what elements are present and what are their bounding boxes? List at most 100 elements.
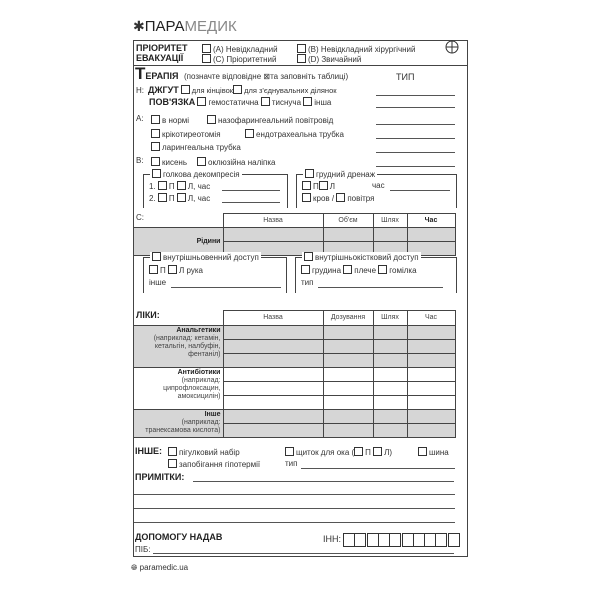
checkbox[interactable]: [343, 265, 353, 274]
checkbox[interactable]: [378, 265, 388, 274]
table-cell[interactable]: [406, 422, 456, 438]
priority-option-b[interactable]: (B) Невідкладний хірургічний: [297, 44, 415, 55]
checkbox[interactable]: [233, 85, 243, 94]
checkbox[interactable]: [151, 142, 160, 151]
table-cell[interactable]: [222, 324, 324, 340]
table-cell[interactable]: [322, 338, 374, 354]
checkbox[interactable]: [285, 447, 294, 456]
table-cell[interactable]: [372, 338, 408, 354]
checkbox[interactable]: [373, 447, 383, 456]
checkbox[interactable]: [157, 193, 167, 202]
table-cell[interactable]: [406, 408, 456, 424]
checkbox[interactable]: [197, 157, 206, 166]
table-cell[interactable]: [322, 366, 374, 382]
checkbox[interactable]: [418, 447, 427, 456]
table-cell[interactable]: [322, 352, 374, 368]
priority-option-d[interactable]: (D) Звичайний: [297, 54, 361, 65]
checkbox[interactable]: [302, 193, 311, 202]
table-cell[interactable]: [406, 380, 456, 396]
type-field[interactable]: [376, 95, 455, 96]
checkbox[interactable]: [152, 169, 161, 178]
checkbox[interactable]: [176, 181, 186, 190]
checkbox[interactable]: [202, 54, 211, 63]
io-type-field[interactable]: [318, 287, 443, 288]
table-cell[interactable]: [406, 324, 456, 340]
checkbox[interactable]: [297, 54, 306, 63]
table-cell[interactable]: [222, 394, 324, 410]
table-cell[interactable]: [406, 366, 456, 382]
table-cell[interactable]: [406, 394, 456, 410]
splint-option[interactable]: шина: [418, 447, 449, 458]
airway-option[interactable]: в нормі: [151, 115, 189, 126]
airway-option[interactable]: крікотиреотомія: [151, 129, 221, 140]
type-field[interactable]: [376, 152, 455, 153]
checkbox[interactable]: [202, 44, 211, 53]
checkbox[interactable]: [168, 447, 177, 456]
table-cell[interactable]: [134, 310, 223, 326]
website-link[interactable]: 🌐︎ paramedic.ua: [131, 563, 188, 573]
checkbox[interactable]: [149, 265, 158, 274]
airway-option[interactable]: ларингеальна трубка: [151, 142, 241, 153]
table-cell[interactable]: [406, 352, 456, 368]
pill-pack-option[interactable]: пігулковий набір: [168, 447, 240, 458]
table-cell[interactable]: [222, 366, 324, 382]
checkbox[interactable]: [245, 129, 254, 138]
priority-option-c[interactable]: (C) Пріоритетний: [202, 54, 276, 65]
checkbox[interactable]: [304, 252, 313, 261]
table-cell[interactable]: [372, 366, 408, 382]
table-cell[interactable]: [322, 227, 374, 242]
needle-decompression-checkbox[interactable]: голкова декомпресія: [150, 169, 242, 180]
checkbox[interactable]: [168, 459, 177, 468]
table-cell[interactable]: Інше (наприклад: транексамова кислота): [134, 408, 224, 438]
table-cell[interactable]: [406, 338, 456, 354]
priority-option-a[interactable]: (A) Невідкладний: [202, 44, 278, 55]
tax-id-field[interactable]: ІНН:: [323, 532, 460, 547]
table-cell[interactable]: [322, 380, 374, 396]
table-cell[interactable]: Антибіотики (наприклад: ципрофлоксацин, а…: [134, 366, 224, 410]
type-field[interactable]: [376, 107, 455, 108]
iv-other-field[interactable]: [171, 287, 281, 288]
time-field[interactable]: [222, 202, 280, 203]
table-cell[interactable]: [222, 352, 324, 368]
checkbox[interactable]: [302, 181, 311, 190]
name-field[interactable]: [153, 553, 454, 554]
checkbox[interactable]: [152, 252, 161, 261]
table-cell[interactable]: [322, 394, 374, 410]
checkbox[interactable]: [180, 85, 190, 94]
table-cell[interactable]: [372, 227, 408, 242]
checkbox[interactable]: [303, 97, 313, 106]
notes-field[interactable]: [134, 494, 455, 495]
table-cell[interactable]: [222, 408, 324, 424]
checkbox[interactable]: [305, 169, 314, 178]
notes-field[interactable]: [134, 508, 455, 509]
time-field[interactable]: [222, 190, 280, 191]
table-cell[interactable]: [372, 324, 408, 340]
checkbox[interactable]: [157, 181, 167, 190]
table-cell[interactable]: [222, 380, 324, 396]
checkbox[interactable]: [301, 265, 310, 274]
type-field[interactable]: [376, 166, 455, 167]
breathing-option[interactable]: оклюзійна наліпка: [197, 157, 275, 168]
table-cell[interactable]: Анальгетики (наприклад: кетамін, кетальгі…: [134, 324, 224, 368]
checkbox[interactable]: [318, 181, 328, 190]
other-type-field[interactable]: [301, 468, 455, 469]
eye-shield-option[interactable]: щиток для ока (П Л): [285, 447, 392, 458]
chest-tube-checkbox[interactable]: грудний дренаж: [303, 169, 378, 180]
io-access-checkbox[interactable]: внутрішньокістковий доступ: [302, 252, 421, 263]
table-cell[interactable]: [322, 324, 374, 340]
notes-field[interactable]: [134, 522, 455, 523]
checkbox[interactable]: [207, 115, 216, 124]
table-cell[interactable]: [322, 422, 374, 438]
type-field[interactable]: [376, 138, 455, 139]
table-cell[interactable]: [134, 213, 223, 228]
table-cell[interactable]: [222, 227, 324, 242]
table-cell[interactable]: [222, 422, 324, 438]
table-cell[interactable]: [222, 338, 324, 354]
table-cell[interactable]: [372, 380, 408, 396]
type-field[interactable]: [376, 124, 455, 125]
iv-access-checkbox[interactable]: внутрішньовенний доступ: [150, 252, 261, 263]
checkbox[interactable]: [297, 44, 306, 53]
checkbox[interactable]: [354, 447, 364, 456]
airway-option[interactable]: ендотрахеальна трубка: [245, 129, 344, 140]
checkbox[interactable]: [260, 97, 270, 106]
